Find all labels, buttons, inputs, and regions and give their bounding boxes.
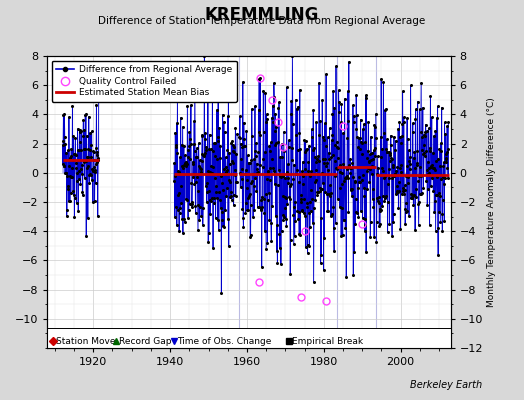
Text: Difference of Station Temperature Data from Regional Average: Difference of Station Temperature Data f…	[99, 16, 425, 26]
Text: KREMMLING: KREMMLING	[205, 6, 319, 24]
Text: Station Move: Station Move	[56, 337, 115, 346]
Legend: Difference from Regional Average, Quality Control Failed, Estimated Station Mean: Difference from Regional Average, Qualit…	[52, 60, 236, 102]
Text: Record Gap: Record Gap	[119, 337, 172, 346]
Text: Empirical Break: Empirical Break	[292, 337, 364, 346]
Bar	[47, 328, 451, 348]
Y-axis label: Monthly Temperature Anomaly Difference (°C): Monthly Temperature Anomaly Difference (…	[487, 97, 496, 307]
Text: Time of Obs. Change: Time of Obs. Change	[177, 337, 271, 346]
Text: Berkeley Earth: Berkeley Earth	[410, 380, 482, 390]
